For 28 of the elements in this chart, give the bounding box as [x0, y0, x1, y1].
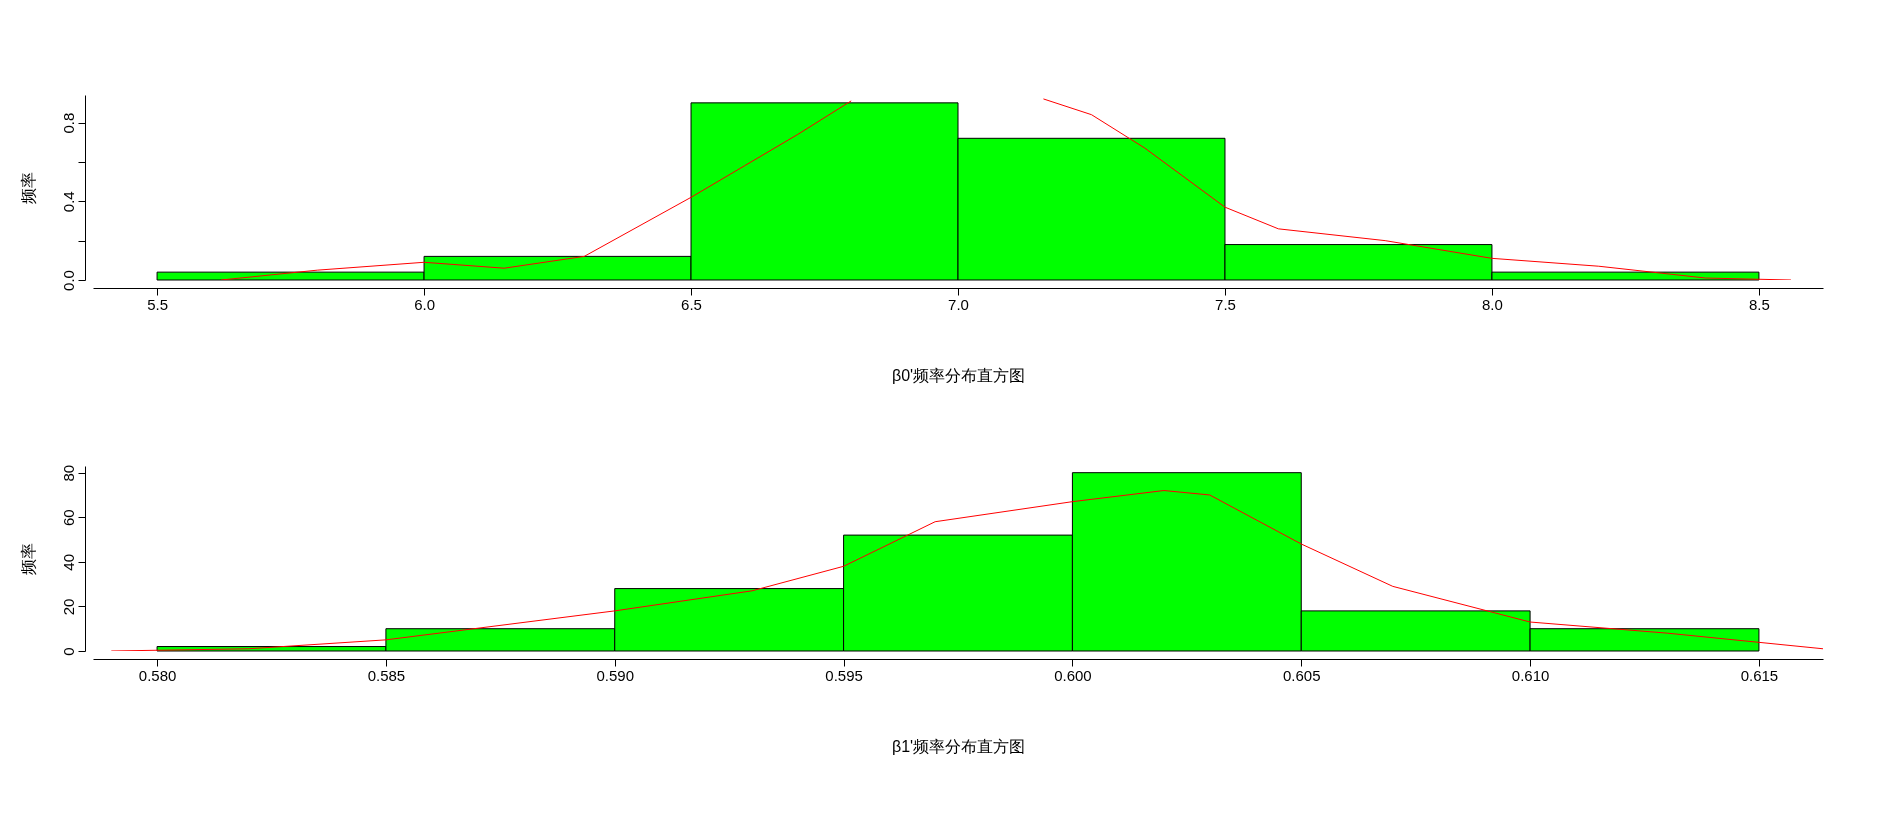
x-tick-label: 8.5	[1749, 295, 1770, 313]
y-tick-label: 0.4	[59, 191, 77, 213]
y-tick-label: 0.0	[59, 270, 77, 291]
x-tick-label: 8.0	[1482, 295, 1503, 313]
x-tick-label: 7.5	[1215, 295, 1236, 313]
y-tick-label: 40	[59, 554, 77, 571]
y-axis-title: 频率	[19, 172, 37, 204]
x-axis-title: β1'频率分布直方图	[891, 737, 1026, 755]
x-axis-title: β0'频率分布直方图	[891, 366, 1026, 384]
x-tick-label: 0.615	[1740, 666, 1779, 684]
y-tick-label: 80	[59, 464, 77, 482]
y-tick-label: 60	[59, 509, 77, 527]
x-tick-label: 0.610	[1511, 666, 1550, 684]
y-axis-title: 频率	[19, 543, 37, 575]
x-tick-label: 0.585	[367, 666, 406, 684]
x-tick-label: 0.590	[596, 666, 635, 684]
y-tick-label: 20	[59, 598, 77, 616]
x-tick-label: 0.600	[1054, 666, 1092, 684]
x-tick-label: 7.0	[948, 295, 969, 313]
x-tick-label: 0.580	[138, 666, 177, 684]
y-tick-label: 0.8	[59, 112, 77, 134]
x-tick-label: 6.0	[414, 295, 435, 313]
y-tick-label: 0	[59, 647, 77, 656]
x-tick-label: 0.595	[825, 666, 863, 684]
x-tick-label: 6.5	[681, 295, 702, 313]
line-series	[110, 490, 1823, 651]
x-tick-label: 0.605	[1282, 666, 1321, 684]
x-tick-label: 5.5	[147, 295, 168, 313]
